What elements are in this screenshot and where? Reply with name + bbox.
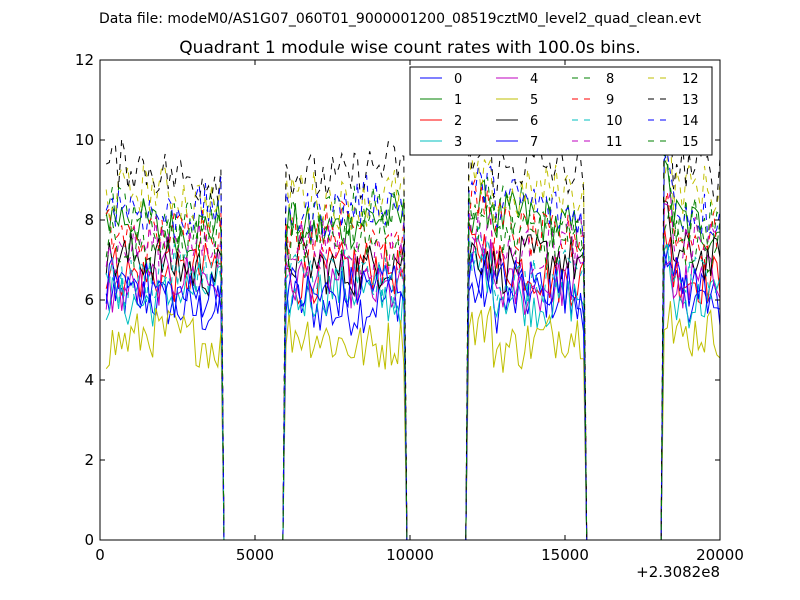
legend-label-module-11: 11	[606, 135, 623, 150]
legend-label-module-15: 15	[682, 135, 699, 150]
legend-label-module-3: 3	[454, 135, 462, 150]
x-offset-label: +2.3082e8	[636, 563, 720, 581]
legend-label-module-9: 9	[606, 93, 614, 108]
legend-label-module-1: 1	[454, 93, 462, 108]
legend-label-module-5: 5	[530, 93, 538, 108]
x-tick-label: 10000	[386, 546, 434, 564]
suptitle: Data file: modeM0/AS1G07_060T01_90000012…	[99, 11, 701, 27]
y-tick-label: 0	[84, 531, 94, 549]
series-line-module-0	[105, 241, 721, 541]
series-line-module-14	[105, 151, 721, 541]
x-tick-label: 20000	[696, 546, 744, 564]
y-tick-label: 2	[84, 451, 94, 469]
series-line-module-12	[105, 135, 721, 541]
chart-title: Quadrant 1 module wise count rates with …	[179, 38, 640, 58]
legend-label-module-8: 8	[606, 72, 614, 87]
x-tick-label: 5000	[236, 546, 274, 564]
legend-label-module-12: 12	[682, 72, 699, 87]
series-line-module-5	[105, 301, 721, 541]
series-layer	[105, 105, 721, 541]
series-line-module-13	[105, 105, 721, 541]
legend-frame	[409, 66, 713, 156]
y-tick-label: 12	[75, 51, 94, 69]
legend-label-module-14: 14	[682, 114, 699, 129]
series-line-module-10	[105, 226, 721, 541]
legend-label-module-2: 2	[454, 114, 462, 129]
series-line-module-11	[105, 191, 721, 541]
legend-label-module-7: 7	[530, 135, 538, 150]
series-line-module-9	[105, 179, 721, 541]
y-tick-label: 10	[75, 131, 94, 149]
legend-label-module-4: 4	[530, 72, 538, 87]
legend-label-module-6: 6	[530, 114, 538, 129]
series-line-module-8	[105, 154, 721, 541]
legend-label-module-10: 10	[606, 114, 623, 129]
legend-label-module-13: 13	[682, 93, 699, 108]
y-tick-label: 6	[84, 291, 94, 309]
x-tick-label: 15000	[541, 546, 589, 564]
series-line-module-15	[105, 192, 721, 541]
series-line-module-4	[105, 237, 721, 541]
series-line-module-2	[105, 225, 721, 541]
y-tick-label: 4	[84, 371, 94, 389]
x-tick-label: 0	[95, 546, 105, 564]
y-tick-label: 8	[84, 211, 94, 229]
series-line-module-7	[105, 248, 721, 541]
legend-label-module-0: 0	[454, 72, 462, 87]
series-line-module-6	[105, 200, 721, 541]
series-line-module-1	[105, 158, 721, 541]
